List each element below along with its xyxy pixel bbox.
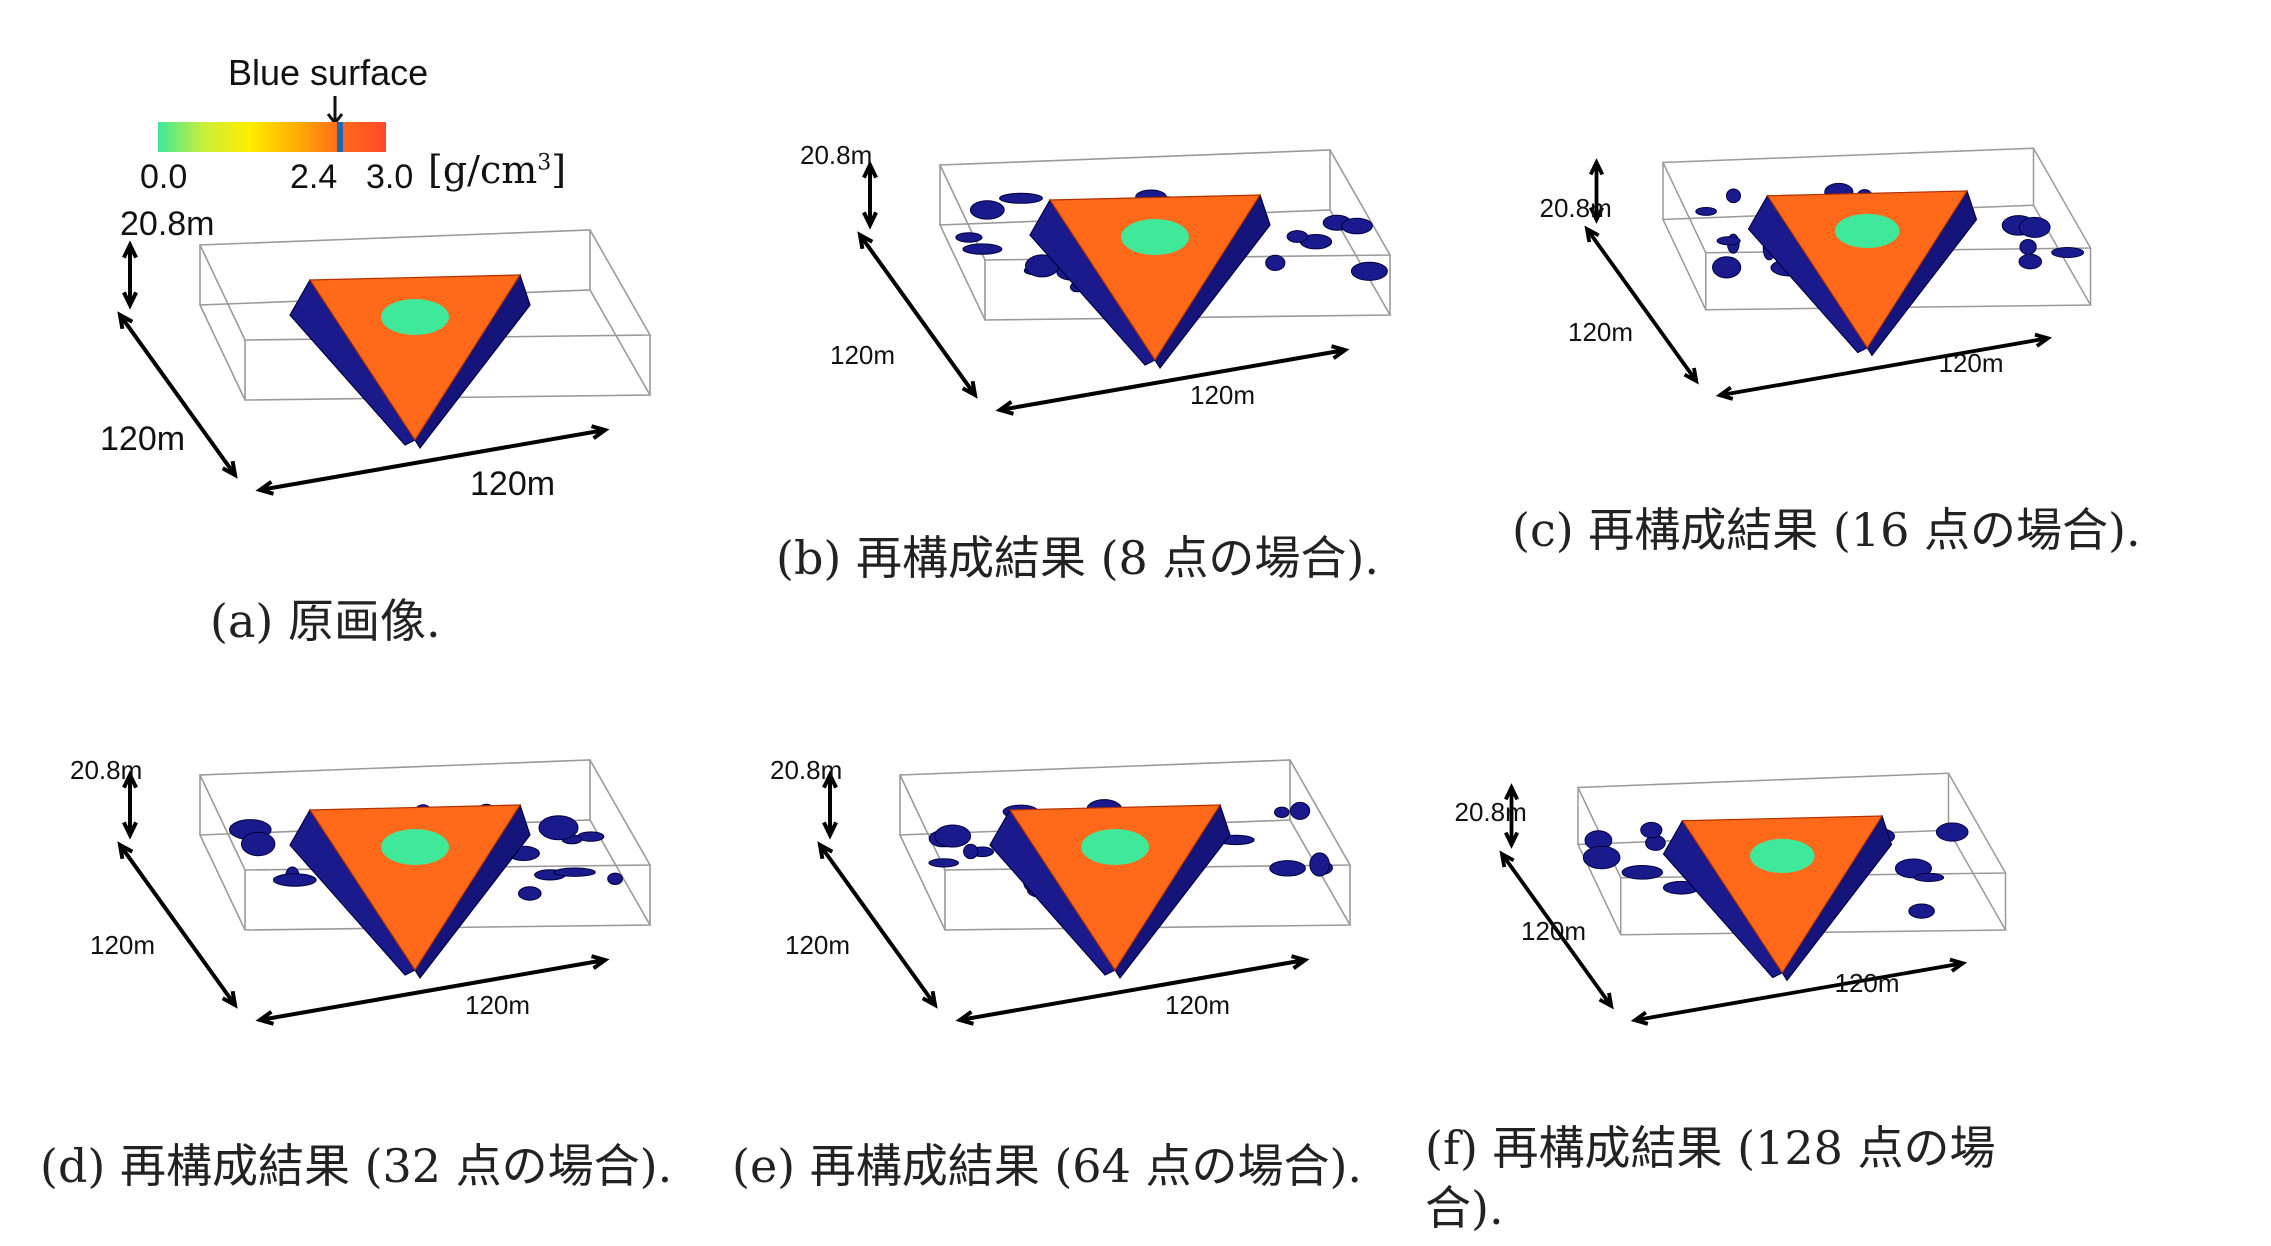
colorbar-surface-marker: [337, 122, 344, 152]
figure-panel-f: 20.8m 120m 120m: [1445, 740, 2007, 1050]
volume-render-b: [857, 149, 1392, 416]
dimension-arrows: [857, 160, 1350, 416]
height-label-a: 20.8m: [120, 205, 215, 243]
height-label-d: 20.8m: [70, 755, 143, 785]
caption-c: (c) 再構成結果 (16 点の場合).: [1512, 503, 2141, 557]
caption-f-line2: 合).: [1425, 1181, 1504, 1235]
pyramid-object: [1029, 193, 1271, 370]
height-label-e: 20.8m: [770, 755, 843, 785]
colorbar-max-label: 3.0: [366, 158, 414, 196]
caption-e: (e) 再構成結果 (64 点の場合).: [732, 1139, 1363, 1193]
dimension-arrows: [1499, 783, 1968, 1026]
bottom-length-label-b: 120m: [1190, 380, 1256, 410]
caption-a: (a) 原画像.: [210, 594, 441, 648]
left-length-label-e: 120m: [785, 930, 851, 960]
figure-panel-d: 20.8m 120m 120m: [60, 725, 652, 1055]
bounding-box: [898, 759, 1352, 931]
volume-render-d: [117, 759, 652, 1026]
pyramid-object: [1747, 189, 1978, 357]
pyramid-object: [989, 803, 1231, 980]
bottom-length-label-d: 120m: [465, 990, 531, 1020]
left-length-label-d: 120m: [90, 930, 156, 960]
colorbar: [158, 122, 386, 152]
dimension-arrows: [117, 240, 610, 496]
left-length-label-b: 120m: [830, 340, 896, 370]
bounding-box: [938, 149, 1392, 321]
bottom-length-label-c: 120m: [1938, 347, 2004, 378]
colorbar-title: Blue surface: [228, 52, 429, 93]
caption-f-line1: (f) 再構成結果 (128 点の場: [1425, 1121, 1996, 1175]
colorbar-unit: [g/cm3]: [428, 148, 567, 192]
caption-b: (b) 再構成結果 (8 点の場合).: [776, 531, 1379, 585]
volume-render-a: [117, 229, 652, 496]
volume-render-e: [817, 759, 1352, 1026]
volume-render-f: [1499, 772, 2007, 1026]
dimension-arrows: [1584, 158, 2053, 401]
bottom-length-label-e: 120m: [1165, 990, 1231, 1020]
pyramid-object: [1662, 814, 1893, 982]
bounding-box: [198, 759, 652, 931]
pyramid-object: [289, 273, 531, 450]
volume-render-c: [1584, 147, 2092, 401]
figure-panel-c: 20.8m 120m 120m: [1530, 115, 2092, 415]
height-label-f: 20.8m: [1454, 797, 1527, 827]
bottom-length-label-a: 120m: [470, 465, 556, 503]
pyramid-object: [289, 803, 531, 980]
colorbar-min-label: 0.0: [140, 158, 188, 196]
colorbar-mark-label: 2.4: [290, 158, 338, 196]
dimension-arrows: [817, 770, 1310, 1026]
left-length-label-c: 120m: [1568, 317, 1634, 348]
height-label-b: 20.8m: [800, 140, 873, 170]
figure-panel-b: 20.8m 120m 120m: [800, 115, 1392, 435]
left-length-label-f: 120m: [1521, 915, 1587, 946]
figure-panel-e: 20.8m 120m 120m: [760, 725, 1352, 1055]
bounding-box: [198, 229, 652, 401]
bottom-length-label-f: 120m: [1834, 968, 1900, 998]
figure-panel-a: 20.8m 120m 120m: [60, 195, 652, 525]
left-length-label-a: 120m: [100, 420, 186, 458]
bounding-box: [1661, 147, 2092, 311]
height-label-c: 20.8m: [1539, 192, 1612, 223]
caption-d: (d) 再構成結果 (32 点の場合).: [40, 1139, 673, 1193]
dimension-arrows: [117, 770, 610, 1026]
